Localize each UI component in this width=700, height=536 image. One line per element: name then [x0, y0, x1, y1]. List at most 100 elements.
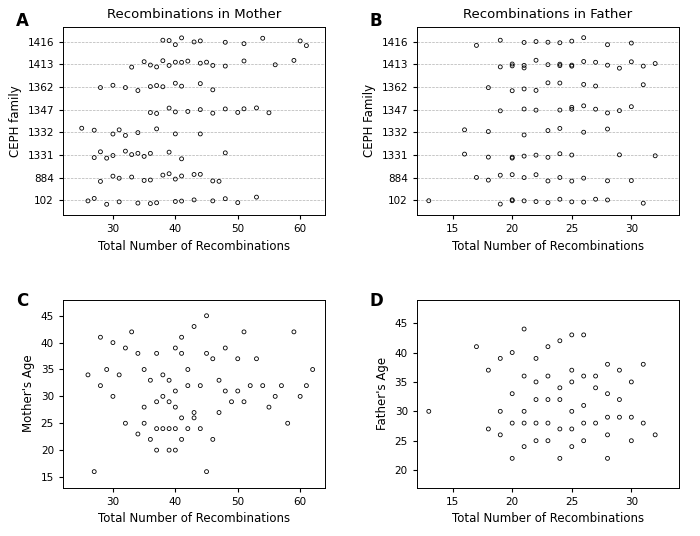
Point [201, 58, 212, 66]
Point [89, 153, 100, 162]
Point [207, 177, 218, 185]
Point [614, 413, 625, 421]
Point [288, 56, 300, 65]
Point [195, 59, 206, 68]
Point [113, 370, 125, 379]
Point [590, 372, 601, 381]
Point [132, 349, 144, 358]
Point [650, 430, 661, 439]
Point [507, 170, 518, 179]
Point [495, 430, 506, 439]
Point [145, 435, 156, 444]
Point [542, 177, 554, 185]
Point [507, 454, 518, 463]
Point [220, 195, 231, 203]
Point [113, 198, 125, 206]
Point [195, 105, 206, 114]
Point [614, 106, 625, 115]
Point [176, 414, 187, 422]
Point [83, 197, 94, 205]
Point [94, 147, 106, 156]
Point [239, 327, 250, 336]
Point [182, 107, 193, 116]
Point [578, 80, 589, 89]
Point [201, 311, 212, 320]
Point [145, 61, 156, 69]
Point [182, 57, 193, 65]
Point [495, 36, 506, 44]
Point [578, 101, 589, 110]
Point [519, 372, 530, 381]
Point [132, 199, 144, 207]
Point [169, 40, 181, 49]
Point [139, 176, 150, 185]
Point [602, 125, 613, 133]
Point [554, 395, 566, 404]
Point [507, 62, 518, 70]
Point [626, 413, 637, 421]
Point [578, 33, 589, 42]
Point [145, 176, 156, 184]
Point [578, 198, 589, 206]
Point [542, 198, 554, 207]
Point [471, 343, 482, 351]
Point [220, 148, 231, 157]
Point [232, 108, 244, 117]
Point [531, 106, 542, 114]
Point [89, 194, 100, 203]
Point [590, 195, 601, 204]
Point [638, 360, 649, 369]
Point [626, 378, 637, 386]
Point [495, 63, 506, 71]
Point [424, 197, 435, 205]
Point [244, 381, 256, 390]
Point [270, 61, 281, 69]
Point [614, 64, 625, 72]
Point [188, 408, 199, 417]
Point [169, 344, 181, 352]
Y-axis label: Mother's Age: Mother's Age [22, 355, 35, 433]
Point [188, 196, 199, 204]
X-axis label: Total Number of Recombinations: Total Number of Recombinations [98, 240, 290, 252]
Point [83, 370, 94, 379]
Point [214, 177, 225, 185]
Point [566, 198, 578, 206]
Point [145, 149, 156, 158]
Point [578, 331, 589, 339]
Point [263, 108, 274, 117]
Point [169, 130, 181, 138]
Point [519, 197, 530, 205]
Point [566, 62, 578, 70]
Point [566, 378, 578, 386]
Point [89, 126, 100, 135]
Point [602, 61, 613, 70]
Point [424, 407, 435, 415]
Point [566, 366, 578, 375]
Point [638, 80, 649, 89]
Point [531, 395, 542, 404]
Point [107, 392, 118, 401]
Point [251, 103, 262, 112]
Point [232, 198, 244, 207]
Text: C: C [16, 292, 28, 310]
Point [507, 154, 518, 162]
X-axis label: Total Number of Recombinations: Total Number of Recombinations [452, 512, 644, 525]
Point [542, 372, 554, 381]
Point [519, 173, 530, 182]
Point [188, 38, 199, 46]
Point [507, 59, 518, 68]
Point [519, 131, 530, 139]
Point [507, 348, 518, 357]
Point [495, 354, 506, 363]
Point [650, 152, 661, 160]
Point [145, 83, 156, 91]
Point [113, 125, 125, 134]
Point [554, 39, 566, 47]
Point [101, 365, 112, 374]
Point [220, 344, 231, 352]
Point [263, 403, 274, 412]
Point [169, 79, 181, 87]
Point [578, 419, 589, 427]
Point [220, 105, 231, 113]
Point [531, 419, 542, 427]
